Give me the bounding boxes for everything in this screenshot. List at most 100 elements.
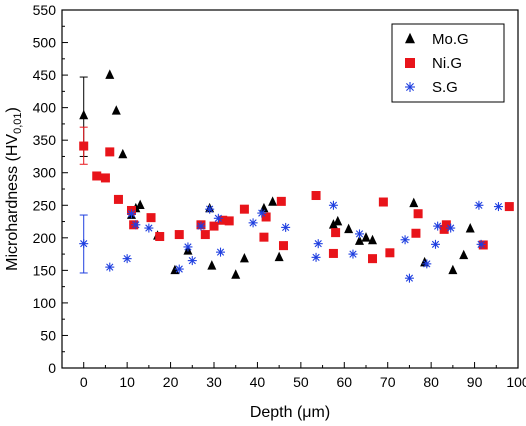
y-tick-label: 400 [33, 100, 57, 116]
triangle-marker [361, 232, 371, 242]
data-point [409, 197, 419, 208]
y-tick-label: 0 [48, 360, 56, 376]
square-marker [92, 171, 102, 181]
asterisk-icon [405, 82, 415, 92]
square-marker [413, 209, 423, 219]
triangle-marker [448, 264, 458, 275]
triangle-marker [268, 196, 278, 206]
legend-item: S.G [405, 79, 458, 96]
triangle-marker [368, 234, 378, 245]
triangle-marker [79, 109, 89, 120]
square-marker [504, 202, 514, 212]
data-point [274, 251, 284, 262]
square-marker [368, 254, 378, 264]
square-marker [224, 216, 234, 226]
data-point [354, 229, 364, 239]
square-marker [328, 248, 338, 258]
data-point [278, 241, 288, 251]
y-tick-label: 450 [33, 67, 57, 83]
legend-item: Ni.G [405, 55, 462, 72]
data-point [118, 148, 128, 159]
square-icon [405, 58, 415, 68]
data-point [216, 247, 226, 257]
square-marker [331, 228, 341, 238]
triangle-marker [409, 197, 419, 208]
data-point [276, 196, 286, 206]
square-marker [405, 58, 415, 68]
data-point [311, 191, 321, 201]
square-marker [439, 224, 449, 234]
data-point [476, 239, 486, 249]
data-point [368, 234, 378, 245]
data-point [331, 228, 341, 238]
triangle-marker [333, 215, 343, 226]
data-point [105, 69, 115, 79]
square-marker [218, 215, 228, 225]
data-point [385, 248, 395, 258]
data-point [261, 212, 271, 222]
y-tick-labels: 0 50 100 150 200 250 300 350 400 450 500 550 [33, 2, 57, 376]
square-marker [261, 212, 271, 222]
data-point [239, 252, 249, 263]
data-point [404, 273, 414, 283]
x-tick-label: 40 [250, 374, 266, 390]
legend: Mo.G Ni.G S.G [391, 23, 505, 103]
y-tick-label: 100 [33, 295, 57, 311]
data-point [446, 223, 456, 233]
data-point [361, 232, 371, 242]
data-point [155, 232, 165, 242]
x-tick-label: 20 [163, 374, 179, 390]
data-point [459, 249, 469, 260]
data-point [368, 254, 378, 264]
y-tick-label: 300 [33, 165, 57, 181]
data-point [174, 264, 184, 274]
x-tick-label: 90 [467, 374, 483, 390]
data-point [209, 221, 219, 231]
series-ni-g [79, 141, 514, 264]
triangle-marker [111, 105, 121, 115]
legend-label: S.G [432, 79, 458, 96]
y-tick-label: 150 [33, 262, 57, 278]
triangle-marker [105, 69, 115, 79]
y-tick-label: 500 [33, 35, 57, 51]
data-point [348, 249, 358, 259]
square-marker [79, 141, 89, 151]
square-marker [174, 230, 184, 240]
x-tick-label: 30 [206, 374, 222, 390]
triangle-marker [459, 249, 469, 260]
square-marker [385, 248, 395, 258]
data-point [344, 223, 354, 234]
x-axis-title: Depth (μm) [250, 404, 330, 421]
square-marker [209, 221, 219, 231]
y-tick-label: 200 [33, 230, 57, 246]
data-point [400, 235, 410, 245]
triangle-marker [274, 251, 284, 262]
series-s-g [79, 200, 503, 283]
data-point [430, 239, 440, 249]
square-marker [378, 197, 388, 207]
data-point [79, 109, 89, 120]
legend-label: Mo.G [432, 31, 469, 48]
square-marker [113, 194, 123, 204]
x-tick-label: 80 [423, 374, 439, 390]
data-point [413, 209, 423, 219]
triangle-marker [207, 260, 217, 270]
data-point [411, 228, 421, 238]
square-marker [311, 191, 321, 201]
data-point [493, 202, 503, 212]
data-point [439, 224, 449, 234]
y-axis-title-subscript: 0,01 [12, 112, 24, 133]
data-point [328, 200, 338, 210]
triangle-icon [405, 32, 415, 44]
square-marker [105, 147, 115, 157]
plot-frame [61, 9, 519, 369]
data-points [79, 69, 514, 283]
data-point [259, 232, 269, 242]
data-point [281, 222, 291, 232]
data-point [183, 242, 193, 252]
x-tick-label: 10 [119, 374, 135, 390]
data-point [474, 200, 484, 210]
data-point [200, 230, 210, 240]
triangle-marker [354, 235, 364, 245]
